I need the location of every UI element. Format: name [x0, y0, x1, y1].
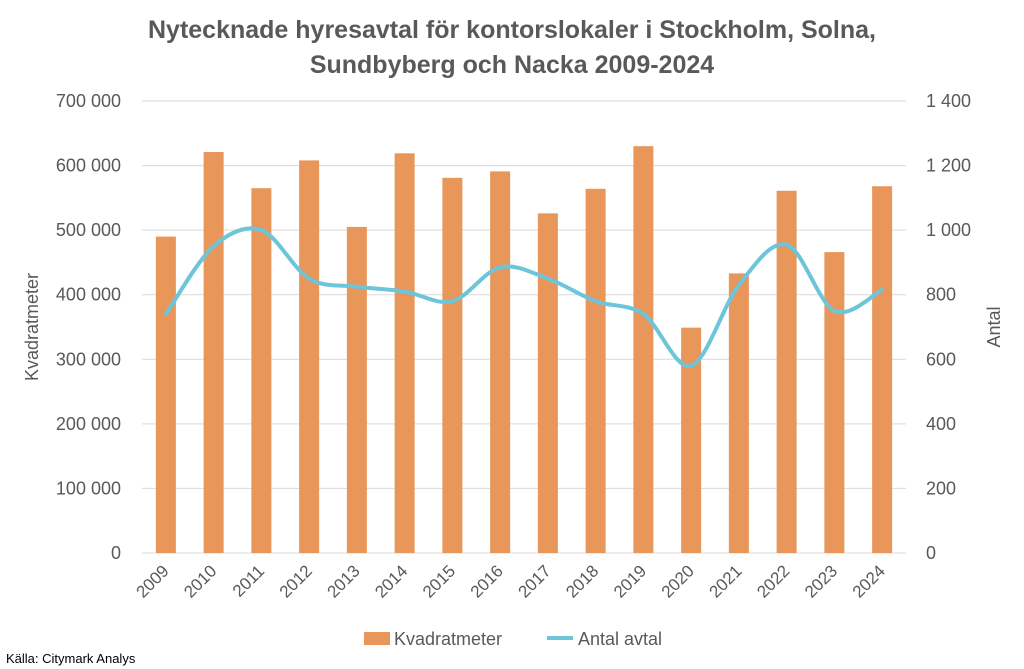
x-tick-label-2020: 2020: [658, 561, 698, 601]
left-tick-label-3: 300 000: [56, 349, 121, 369]
chart-title-line-1: Nytecknade hyresavtal för kontorslokaler…: [148, 16, 876, 44]
bar-2011: [251, 188, 272, 553]
bar-2010: [203, 152, 224, 554]
bar-2013: [346, 226, 367, 553]
bar-series-kvadratmeter: [155, 146, 893, 554]
left-tick-label-2: 200 000: [56, 414, 121, 434]
line-series-antal-avtal: [163, 226, 885, 368]
chart-title-line-2: Sundbyberg och Nacka 2009-2024: [310, 51, 714, 79]
bar-2023: [824, 252, 845, 553]
source-note: Källa: Citymark Analys: [6, 651, 136, 666]
x-tick-label-2012: 2012: [276, 561, 316, 601]
bar-2009: [155, 236, 176, 553]
x-tick-label-2016: 2016: [467, 561, 507, 601]
right-axis-label: Antal: [984, 306, 1004, 347]
x-tick-label-2022: 2022: [753, 561, 793, 601]
left-axis-ticks: 0 100 000 200 000 300 000 400 000 500 000 600 …: [56, 91, 121, 563]
bar-2014: [394, 153, 415, 553]
x-tick-label-2018: 2018: [562, 561, 602, 601]
legend-swatch-kvadratmeter: [364, 632, 390, 645]
bar-2021: [728, 273, 749, 553]
right-tick-label-3: 600: [926, 349, 956, 369]
bar-2017: [537, 213, 558, 553]
right-tick-label-4: 800: [926, 285, 956, 305]
bar-2016: [490, 171, 511, 553]
right-tick-label-6: 1 200: [926, 156, 971, 176]
legend-label-kvadratmeter: Kvadratmeter: [394, 629, 502, 649]
right-tick-label-0: 0: [926, 543, 936, 563]
x-tick-label-2017: 2017: [515, 561, 555, 601]
x-tick-label-2014: 2014: [371, 561, 411, 601]
left-tick-label-4: 400 000: [56, 285, 121, 305]
x-tick-label-2021: 2021: [706, 561, 746, 601]
x-tick-label-2011: 2011: [229, 561, 268, 600]
left-tick-label-1: 100 000: [56, 478, 121, 498]
left-tick-label-5: 500 000: [56, 220, 121, 240]
x-tick-label-2015: 2015: [419, 561, 459, 601]
left-tick-label-6: 600 000: [56, 156, 121, 176]
bar-2018: [585, 188, 606, 553]
left-tick-label-7: 700 000: [56, 91, 121, 111]
right-tick-label-2: 400: [926, 414, 956, 434]
x-tick-label-2023: 2023: [801, 561, 841, 601]
right-tick-label-7: 1 400: [926, 91, 971, 111]
legend-label-antal-avtal: Antal avtal: [578, 629, 662, 649]
x-tick-label-2013: 2013: [324, 561, 364, 601]
x-tick-label-2009: 2009: [133, 561, 173, 601]
bar-2022: [776, 190, 797, 554]
right-tick-label-1: 200: [926, 478, 956, 498]
legend: Kvadratmeter Antal avtal: [364, 629, 662, 649]
bar-2019: [633, 146, 654, 553]
x-tick-label-2019: 2019: [610, 561, 650, 601]
x-tick-label-2024: 2024: [849, 561, 889, 601]
bar-2024: [872, 186, 893, 553]
x-tick-label-2010: 2010: [180, 561, 220, 601]
line-antal-avtal: [163, 226, 885, 368]
right-tick-label-5: 1 000: [926, 220, 971, 240]
bar-2020: [681, 327, 702, 553]
left-axis-label: Kvadratmeter: [22, 273, 42, 381]
right-axis-ticks: 0 200 400 600 800 1 000 1 200 1 400: [926, 91, 971, 563]
left-tick-label-0: 0: [111, 543, 121, 563]
bar-2012: [299, 160, 320, 554]
x-axis-ticks: 2009 2010 2011 2012 2013 2014 2015 2016 2017 2018…: [133, 561, 889, 601]
bar-2015: [442, 177, 463, 553]
